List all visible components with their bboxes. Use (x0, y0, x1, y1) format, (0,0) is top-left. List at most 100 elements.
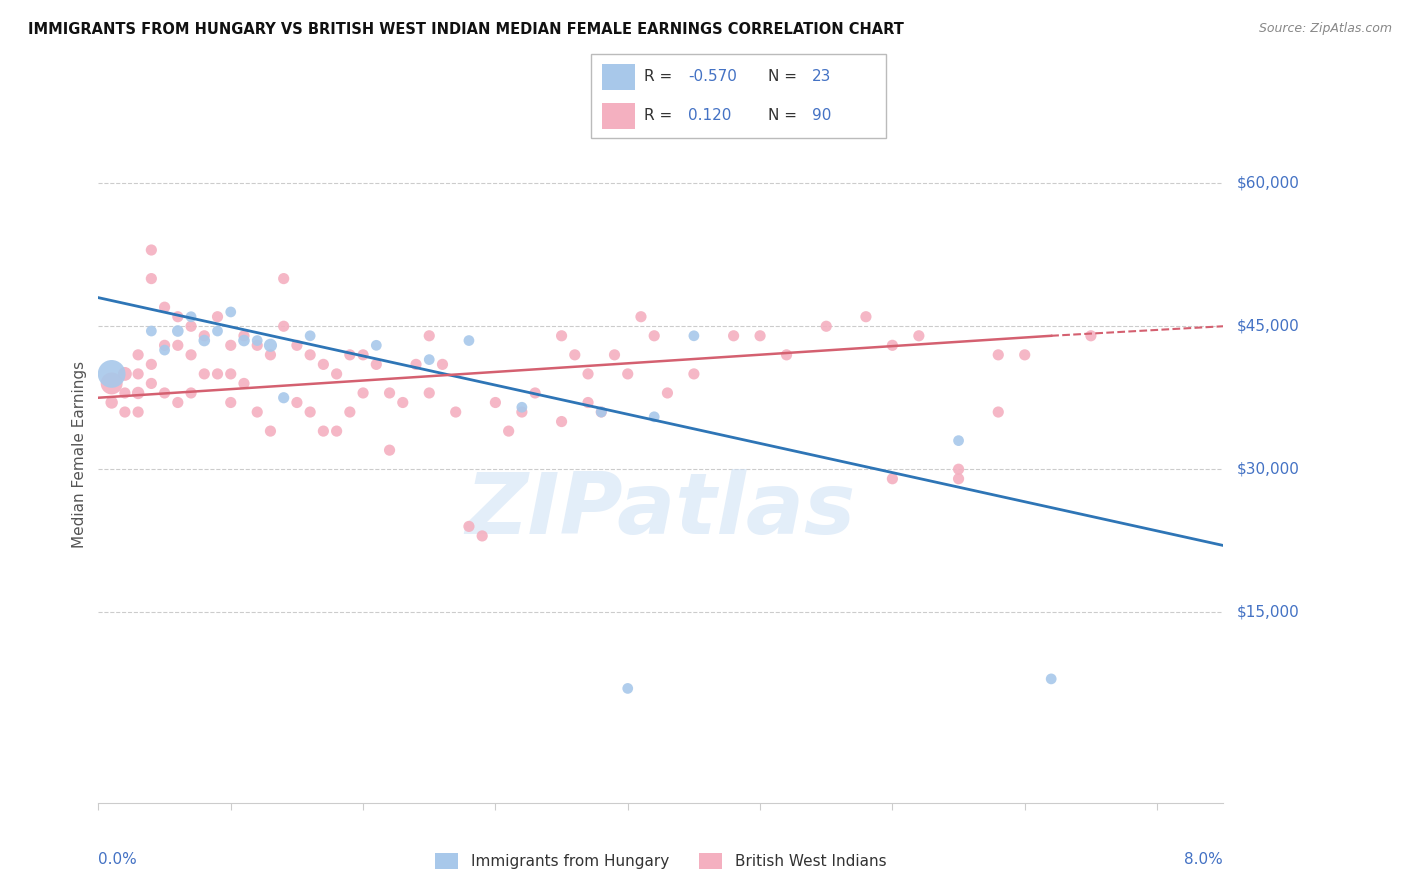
Point (378, 386, 401, 401)
Point (339, 348, 361, 362)
Text: 23: 23 (813, 69, 831, 84)
Point (141, 243, 163, 257)
Point (127, 405, 149, 419)
Point (1080, 328, 1102, 343)
Legend: Immigrants from Hungary, British West Indians: Immigrants from Hungary, British West In… (429, 847, 893, 875)
Text: ZIPatlas: ZIPatlas (465, 469, 856, 552)
Text: 8.0%: 8.0% (1184, 852, 1223, 866)
Point (233, 328, 256, 343)
Point (723, 328, 745, 343)
Point (233, 376, 256, 391)
Point (630, 310, 652, 324)
Point (405, 357, 427, 371)
Point (114, 367, 136, 381)
Point (484, 395, 506, 409)
Point (153, 386, 176, 401)
Point (418, 386, 440, 401)
Point (207, 367, 229, 381)
Point (127, 386, 149, 401)
Text: Source: ZipAtlas.com: Source: ZipAtlas.com (1258, 22, 1392, 36)
Point (948, 462, 970, 476)
Point (141, 271, 163, 285)
Point (180, 310, 202, 324)
Point (114, 405, 136, 419)
Point (683, 367, 706, 381)
Point (100, 367, 122, 381)
Point (285, 395, 308, 409)
Point (285, 338, 308, 352)
Point (207, 310, 229, 324)
Point (948, 434, 970, 448)
Point (180, 319, 202, 334)
Point (325, 424, 347, 438)
Text: R =: R = (644, 69, 676, 84)
Point (246, 334, 269, 348)
Point (550, 328, 572, 343)
Text: R =: R = (644, 108, 676, 123)
Point (366, 357, 388, 371)
Point (1040, 672, 1063, 686)
Text: -0.570: -0.570 (688, 69, 737, 84)
Point (444, 405, 467, 419)
Point (273, 271, 295, 285)
Text: N =: N = (768, 69, 801, 84)
Point (219, 305, 242, 319)
Point (564, 348, 586, 362)
Point (114, 386, 136, 401)
Text: 0.120: 0.120 (688, 108, 731, 123)
Point (219, 395, 242, 409)
Point (166, 395, 188, 409)
Point (882, 338, 904, 352)
Point (193, 367, 215, 381)
Text: $60,000: $60,000 (1237, 176, 1301, 191)
Point (100, 395, 122, 409)
Point (100, 376, 122, 391)
Point (339, 405, 361, 419)
Point (193, 328, 215, 343)
Point (141, 357, 163, 371)
Point (153, 338, 176, 352)
Point (643, 409, 665, 424)
Point (166, 324, 188, 338)
Point (576, 395, 599, 409)
Bar (602, 63, 636, 90)
Text: IMMIGRANTS FROM HUNGARY VS BRITISH WEST INDIAN MEDIAN FEMALE EARNINGS CORRELATIO: IMMIGRANTS FROM HUNGARY VS BRITISH WEST … (28, 22, 904, 37)
Text: $15,000: $15,000 (1237, 605, 1301, 620)
Point (657, 386, 679, 401)
Point (643, 328, 665, 343)
Point (312, 357, 335, 371)
Point (219, 367, 242, 381)
Text: 90: 90 (813, 108, 831, 123)
Point (948, 472, 970, 486)
Point (233, 334, 256, 348)
Point (312, 424, 335, 438)
Point (259, 348, 281, 362)
Point (987, 405, 1010, 419)
Text: $45,000: $45,000 (1237, 318, 1301, 334)
Point (207, 324, 229, 338)
Point (259, 424, 281, 438)
Point (815, 319, 838, 334)
Point (153, 300, 176, 314)
Point (193, 334, 215, 348)
Point (591, 405, 613, 419)
Point (418, 328, 440, 343)
Point (908, 328, 931, 343)
Point (141, 376, 163, 391)
Text: 0.0%: 0.0% (98, 852, 138, 866)
Point (616, 681, 638, 696)
Point (246, 338, 269, 352)
Point (127, 348, 149, 362)
Point (273, 319, 295, 334)
Point (141, 324, 163, 338)
Bar (602, 103, 636, 129)
Point (418, 352, 440, 367)
Point (299, 328, 322, 343)
Point (378, 443, 401, 458)
Point (458, 334, 481, 348)
Y-axis label: Median Female Earnings: Median Female Earnings (72, 361, 87, 549)
Point (352, 348, 374, 362)
Point (366, 338, 388, 352)
Point (524, 386, 547, 401)
Point (550, 415, 572, 429)
